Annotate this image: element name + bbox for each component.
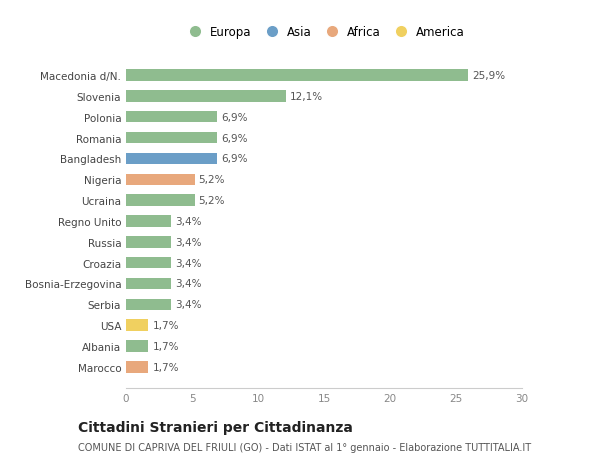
Text: 3,4%: 3,4% <box>175 279 202 289</box>
Bar <box>126 320 148 331</box>
Text: 3,4%: 3,4% <box>175 237 202 247</box>
Bar <box>126 361 148 373</box>
Legend: Europa, Asia, Africa, America: Europa, Asia, Africa, America <box>178 21 470 44</box>
Text: 1,7%: 1,7% <box>152 320 179 330</box>
Text: 5,2%: 5,2% <box>199 175 225 185</box>
Bar <box>126 278 171 290</box>
Text: 12,1%: 12,1% <box>290 92 323 102</box>
Bar <box>126 112 217 123</box>
Text: 3,4%: 3,4% <box>175 217 202 226</box>
Bar <box>126 91 286 102</box>
Bar <box>126 195 194 207</box>
Bar <box>126 299 171 310</box>
Bar <box>126 257 171 269</box>
Text: Cittadini Stranieri per Cittadinanza: Cittadini Stranieri per Cittadinanza <box>78 420 353 434</box>
Text: COMUNE DI CAPRIVA DEL FRIULI (GO) - Dati ISTAT al 1° gennaio - Elaborazione TUTT: COMUNE DI CAPRIVA DEL FRIULI (GO) - Dati… <box>78 442 531 452</box>
Text: 6,9%: 6,9% <box>221 112 248 123</box>
Bar <box>126 341 148 352</box>
Text: 5,2%: 5,2% <box>199 196 225 206</box>
Bar <box>126 133 217 144</box>
Text: 3,4%: 3,4% <box>175 258 202 268</box>
Text: 6,9%: 6,9% <box>221 133 248 143</box>
Bar <box>126 70 468 82</box>
Text: 25,9%: 25,9% <box>472 71 505 81</box>
Text: 3,4%: 3,4% <box>175 300 202 310</box>
Bar <box>126 216 171 227</box>
Text: 1,7%: 1,7% <box>152 362 179 372</box>
Text: 1,7%: 1,7% <box>152 341 179 351</box>
Bar <box>126 174 194 185</box>
Bar <box>126 236 171 248</box>
Bar <box>126 153 217 165</box>
Text: 6,9%: 6,9% <box>221 154 248 164</box>
